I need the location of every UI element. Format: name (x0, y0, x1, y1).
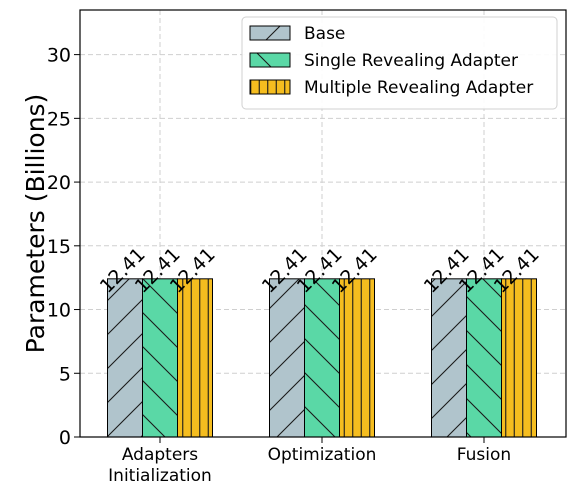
legend-swatch-hatch (249, 79, 291, 95)
legend-label: Base (304, 24, 345, 44)
y-axis-title: Parameters (Billions) (21, 94, 50, 354)
bar-hatch (339, 278, 375, 438)
legend-swatch-hatch (249, 25, 291, 41)
x-tick-label: Optimization (268, 445, 377, 465)
x-tick-label: Adapters Initialization (108, 445, 212, 486)
bar-hatch (269, 278, 305, 438)
y-tick-label: 20 (47, 172, 71, 194)
y-tick-label: 25 (47, 108, 71, 130)
plot-frame (79, 9, 567, 438)
y-tick-label: 30 (47, 45, 71, 67)
bar-hatch (107, 278, 143, 438)
bar-hatch (501, 278, 537, 438)
bar-hatch (466, 278, 502, 438)
y-tick-label: 15 (47, 236, 71, 258)
y-tick-label: 0 (59, 427, 71, 449)
bar-hatch (142, 278, 178, 438)
bar-hatch (431, 278, 467, 438)
bar-hatch (304, 278, 340, 438)
legend-swatch-hatch (249, 52, 291, 68)
y-tick-label: 10 (47, 300, 71, 322)
bar-hatch (177, 278, 213, 438)
y-tick-label: 5 (59, 363, 71, 385)
legend-label: Multiple Revealing Adapter (304, 78, 533, 98)
legend (241, 16, 558, 110)
legend-label: Single Revealing Adapter (304, 51, 518, 71)
x-tick-label: Fusion (457, 445, 511, 465)
